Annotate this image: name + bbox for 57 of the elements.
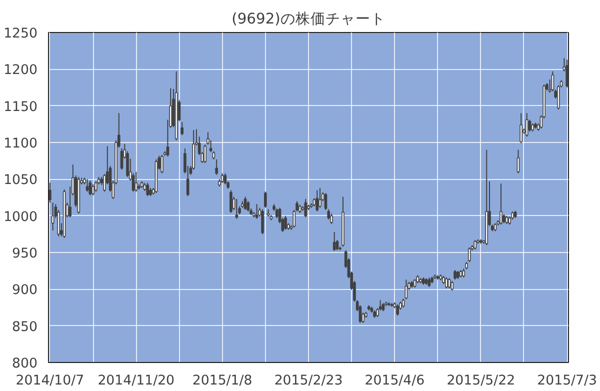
candlestick bbox=[500, 183, 502, 226]
candlestick bbox=[146, 182, 150, 197]
candlestick bbox=[304, 198, 308, 218]
y-tick-label: 1150 bbox=[4, 100, 38, 115]
y-tick-label: 1200 bbox=[4, 63, 38, 78]
candlestick bbox=[396, 304, 399, 316]
candlestick bbox=[220, 172, 224, 184]
candlestick bbox=[318, 187, 322, 208]
candlestick bbox=[224, 172, 227, 185]
candlestick bbox=[327, 208, 330, 220]
y-tick-label: 900 bbox=[12, 283, 38, 298]
y-tick-label: 1050 bbox=[4, 173, 38, 188]
candlestick bbox=[92, 184, 94, 196]
candlestick bbox=[94, 180, 98, 192]
candlestick bbox=[160, 154, 164, 174]
candlestick bbox=[330, 213, 333, 224]
candlestick bbox=[332, 231, 336, 252]
candlestick bbox=[284, 215, 287, 230]
x-tick-label: 2014/11/20 bbox=[98, 374, 175, 388]
candlestick bbox=[261, 208, 264, 235]
candlestick bbox=[204, 144, 206, 164]
y-tick-label: 950 bbox=[12, 246, 38, 262]
candlestick bbox=[255, 204, 258, 220]
candlestick bbox=[316, 190, 319, 212]
candlestick bbox=[275, 208, 278, 219]
x-tick-label: 2014/10/7 bbox=[16, 374, 84, 388]
x-tick-label: 2015/7/3 bbox=[537, 374, 598, 388]
candlestick bbox=[428, 276, 431, 288]
candlestick bbox=[450, 280, 454, 292]
candlestick bbox=[454, 270, 456, 280]
candlestick bbox=[180, 121, 184, 136]
y-tick-label: 1000 bbox=[4, 210, 38, 225]
candlestick bbox=[235, 198, 238, 220]
y-tick-label: 1250 bbox=[4, 26, 38, 42]
candlestick bbox=[244, 196, 247, 210]
candlestick bbox=[215, 158, 218, 176]
candlestick bbox=[230, 190, 232, 214]
candlestick bbox=[566, 59, 568, 88]
candlestick bbox=[444, 276, 448, 289]
y-tick-label: 1100 bbox=[4, 136, 38, 152]
candlestick bbox=[468, 246, 471, 263]
candlestick bbox=[448, 278, 451, 289]
x-tick-label: 2015/2/23 bbox=[274, 374, 343, 388]
candlestick bbox=[474, 240, 477, 250]
candlestick bbox=[528, 119, 532, 132]
candlestick bbox=[324, 192, 328, 210]
x-tick-label: 2015/5/22 bbox=[446, 374, 516, 388]
candlestick bbox=[264, 191, 267, 208]
y-tick-label: 850 bbox=[12, 320, 38, 335]
x-tick-label: 2015/4/6 bbox=[364, 374, 425, 388]
candlestick bbox=[520, 112, 522, 144]
x-tick-label: 2015/1/8 bbox=[192, 374, 252, 388]
candlestick bbox=[134, 171, 138, 192]
candlestick bbox=[86, 178, 89, 192]
chart-title: (9692)の株価チャート bbox=[232, 10, 386, 28]
y-tick-label: 800 bbox=[12, 356, 38, 372]
candlestick bbox=[246, 200, 250, 212]
